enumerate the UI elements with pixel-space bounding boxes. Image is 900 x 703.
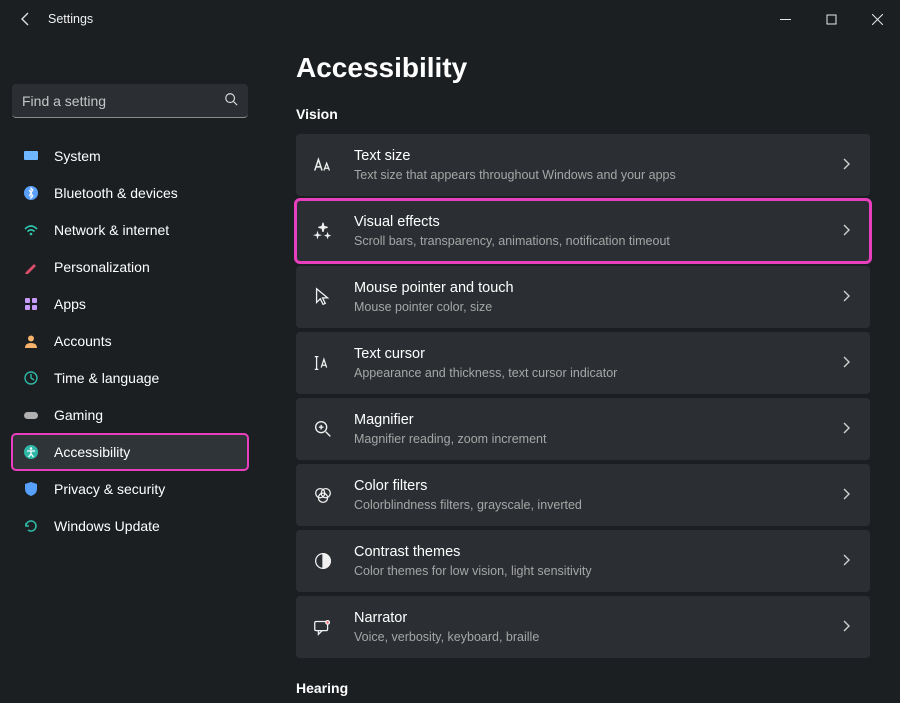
card-desc: Appearance and thickness, text cursor in… [354, 365, 840, 381]
card-desc: Colorblindness filters, grayscale, inver… [354, 497, 840, 513]
nav-label: Bluetooth & devices [54, 185, 178, 201]
card-desc: Mouse pointer color, size [354, 299, 840, 315]
textcursor-icon [310, 350, 336, 376]
nav-item-apps[interactable]: Apps [12, 286, 248, 322]
section-label-vision: Vision [296, 106, 870, 122]
card-desc: Magnifier reading, zoom increment [354, 431, 840, 447]
app-title: Settings [48, 12, 93, 26]
visualeffects-icon [310, 218, 336, 244]
chevron-right-icon [840, 157, 852, 173]
nav-label: Privacy & security [54, 481, 165, 497]
nav-item-time[interactable]: Time & language [12, 360, 248, 396]
bluetooth-icon [22, 184, 40, 202]
chevron-right-icon [840, 487, 852, 503]
nav-item-personalization[interactable]: Personalization [12, 249, 248, 285]
nav-label: Time & language [54, 370, 159, 386]
magnifier-icon [310, 416, 336, 442]
chevron-right-icon [840, 421, 852, 437]
card-title: Visual effects [354, 213, 840, 232]
textsize-icon [310, 152, 336, 178]
card-title: Text size [354, 147, 840, 166]
sidebar: System Bluetooth & devices Network & int… [0, 38, 260, 703]
vision-cards: Text size Text size that appears through… [296, 134, 870, 658]
nav-item-accounts[interactable]: Accounts [12, 323, 248, 359]
nav-item-network[interactable]: Network & internet [12, 212, 248, 248]
nav-item-gaming[interactable]: Gaming [12, 397, 248, 433]
search-icon [224, 92, 238, 109]
chevron-right-icon [840, 223, 852, 239]
chevron-right-icon [840, 553, 852, 569]
network-icon [22, 221, 40, 239]
chevron-right-icon [840, 355, 852, 371]
card-desc: Text size that appears throughout Window… [354, 167, 840, 183]
colorfilters-icon [310, 482, 336, 508]
time-icon [22, 369, 40, 387]
window-controls [762, 0, 900, 38]
nav-label: Gaming [54, 407, 103, 423]
narrator-icon [310, 614, 336, 640]
close-icon [872, 14, 883, 25]
accessibility-icon [22, 443, 40, 461]
card-title: Contrast themes [354, 543, 840, 562]
nav-item-bluetooth[interactable]: Bluetooth & devices [12, 175, 248, 211]
contrast-icon [310, 548, 336, 574]
nav-item-privacy[interactable]: Privacy & security [12, 471, 248, 507]
maximize-button[interactable] [808, 0, 854, 38]
card-desc: Color themes for low vision, light sensi… [354, 563, 840, 579]
nav-label: Apps [54, 296, 86, 312]
section-label-hearing: Hearing [296, 680, 870, 696]
card-title: Mouse pointer and touch [354, 279, 840, 298]
card-contrast-themes[interactable]: Contrast themes Color themes for low vis… [296, 530, 870, 592]
card-title: Narrator [354, 609, 840, 628]
card-visual-effects[interactable]: Visual effects Scroll bars, transparency… [296, 200, 870, 262]
chevron-right-icon [840, 619, 852, 635]
update-icon [22, 517, 40, 535]
card-color-filters[interactable]: Color filters Colorblindness filters, gr… [296, 464, 870, 526]
back-arrow-icon [18, 11, 34, 27]
mousepointer-icon [310, 284, 336, 310]
nav-label: Accounts [54, 333, 112, 349]
system-icon [22, 147, 40, 165]
card-title: Text cursor [354, 345, 840, 364]
chevron-right-icon [840, 289, 852, 305]
nav-label: Personalization [54, 259, 150, 275]
nav-item-system[interactable]: System [12, 138, 248, 174]
nav-list: System Bluetooth & devices Network & int… [12, 138, 248, 545]
settings-window: Settings System [0, 0, 900, 703]
nav-item-accessibility[interactable]: Accessibility [12, 434, 248, 470]
accounts-icon [22, 332, 40, 350]
card-title: Color filters [354, 477, 840, 496]
search-input[interactable] [22, 93, 224, 109]
card-desc: Voice, verbosity, keyboard, braille [354, 629, 840, 645]
minimize-button[interactable] [762, 0, 808, 38]
main-panel: Accessibility Vision Text size Text size… [260, 38, 900, 703]
nav-label: System [54, 148, 101, 164]
page-title: Accessibility [296, 52, 870, 84]
card-text-size[interactable]: Text size Text size that appears through… [296, 134, 870, 196]
nav-label: Windows Update [54, 518, 160, 534]
nav-item-update[interactable]: Windows Update [12, 508, 248, 544]
back-button[interactable] [6, 0, 46, 38]
gaming-icon [22, 406, 40, 424]
maximize-icon [826, 14, 837, 25]
card-desc: Scroll bars, transparency, animations, n… [354, 233, 840, 249]
nav-label: Network & internet [54, 222, 169, 238]
minimize-icon [780, 14, 791, 25]
card-magnifier[interactable]: Magnifier Magnifier reading, zoom increm… [296, 398, 870, 460]
close-button[interactable] [854, 0, 900, 38]
personalization-icon [22, 258, 40, 276]
card-narrator[interactable]: Narrator Voice, verbosity, keyboard, bra… [296, 596, 870, 658]
apps-icon [22, 295, 40, 313]
search-box[interactable] [12, 84, 248, 118]
titlebar: Settings [0, 0, 900, 38]
card-title: Magnifier [354, 411, 840, 430]
card-mouse-pointer[interactable]: Mouse pointer and touch Mouse pointer co… [296, 266, 870, 328]
nav-label: Accessibility [54, 444, 130, 460]
card-text-cursor[interactable]: Text cursor Appearance and thickness, te… [296, 332, 870, 394]
privacy-icon [22, 480, 40, 498]
